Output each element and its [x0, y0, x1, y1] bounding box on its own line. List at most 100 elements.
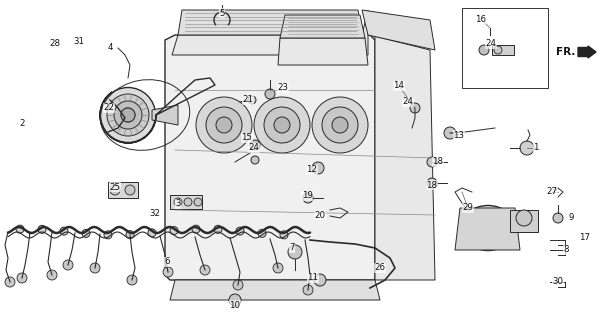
Circle shape: [520, 141, 534, 155]
Circle shape: [314, 274, 326, 286]
Circle shape: [216, 117, 232, 133]
Text: 18: 18: [426, 180, 437, 189]
Circle shape: [121, 108, 135, 122]
Text: 24: 24: [248, 143, 260, 153]
Text: 15: 15: [242, 133, 252, 142]
Text: 10: 10: [230, 300, 240, 309]
Circle shape: [258, 229, 266, 237]
Polygon shape: [370, 35, 435, 280]
Bar: [492, 45, 514, 55]
Circle shape: [47, 270, 57, 280]
Text: 8: 8: [564, 245, 569, 254]
Text: 30: 30: [553, 277, 564, 286]
Text: 9: 9: [568, 213, 574, 222]
Text: 18: 18: [432, 157, 443, 166]
Circle shape: [82, 229, 90, 237]
Bar: [462, 8, 548, 88]
Circle shape: [5, 277, 15, 287]
Circle shape: [444, 127, 456, 139]
Text: 23: 23: [277, 84, 289, 92]
Text: 14: 14: [393, 82, 405, 91]
Text: 4: 4: [108, 43, 113, 52]
Circle shape: [427, 157, 437, 167]
Text: 6: 6: [164, 258, 170, 267]
Circle shape: [60, 227, 68, 235]
Text: 29: 29: [463, 204, 474, 212]
Circle shape: [516, 210, 532, 226]
Text: 24: 24: [486, 39, 496, 49]
Circle shape: [17, 273, 27, 283]
Circle shape: [110, 185, 120, 195]
Ellipse shape: [477, 219, 499, 237]
Text: FR.: FR.: [556, 47, 576, 57]
Circle shape: [16, 225, 24, 233]
Polygon shape: [170, 280, 380, 300]
Text: 25: 25: [109, 182, 121, 191]
Ellipse shape: [114, 101, 142, 129]
Text: 16: 16: [475, 14, 486, 23]
Ellipse shape: [469, 212, 507, 244]
Polygon shape: [455, 208, 520, 250]
Text: 31: 31: [74, 36, 85, 45]
Ellipse shape: [107, 94, 149, 136]
Circle shape: [206, 107, 242, 143]
Circle shape: [303, 193, 313, 203]
Circle shape: [479, 45, 489, 55]
Circle shape: [553, 213, 563, 223]
Text: 7: 7: [289, 244, 295, 252]
Text: 27: 27: [547, 188, 557, 196]
Text: 17: 17: [579, 234, 591, 243]
Circle shape: [248, 96, 256, 104]
Circle shape: [163, 267, 173, 277]
Polygon shape: [165, 35, 375, 280]
Text: 21: 21: [242, 95, 254, 105]
Circle shape: [184, 198, 192, 206]
Circle shape: [104, 231, 112, 239]
Text: 5: 5: [219, 9, 225, 18]
Circle shape: [254, 97, 310, 153]
Text: 32: 32: [150, 209, 161, 218]
Circle shape: [196, 97, 252, 153]
Polygon shape: [278, 38, 368, 65]
Circle shape: [264, 107, 300, 143]
Circle shape: [170, 227, 178, 235]
Polygon shape: [152, 105, 178, 125]
Circle shape: [90, 263, 100, 273]
Circle shape: [274, 117, 290, 133]
Bar: [170, 195, 202, 209]
Circle shape: [332, 117, 348, 133]
Circle shape: [427, 178, 437, 188]
Bar: [108, 182, 138, 198]
Text: 1: 1: [533, 143, 539, 153]
Circle shape: [303, 285, 313, 295]
Circle shape: [194, 198, 202, 206]
Circle shape: [273, 263, 283, 273]
Circle shape: [126, 231, 134, 239]
Circle shape: [410, 103, 420, 113]
Text: 2: 2: [19, 119, 25, 129]
Circle shape: [174, 198, 182, 206]
Text: 22: 22: [103, 103, 115, 113]
Text: 13: 13: [454, 131, 464, 140]
Circle shape: [229, 294, 241, 306]
Circle shape: [127, 275, 137, 285]
Circle shape: [200, 265, 210, 275]
Text: 24: 24: [402, 98, 414, 107]
Ellipse shape: [460, 205, 515, 251]
Ellipse shape: [121, 108, 135, 122]
Text: 3: 3: [175, 199, 181, 209]
FancyArrow shape: [578, 46, 596, 58]
Circle shape: [236, 227, 244, 235]
Circle shape: [63, 260, 73, 270]
Polygon shape: [172, 10, 368, 55]
Circle shape: [250, 140, 260, 150]
Circle shape: [214, 225, 222, 233]
Circle shape: [251, 156, 259, 164]
Circle shape: [280, 231, 288, 239]
Circle shape: [265, 89, 275, 99]
Circle shape: [38, 225, 46, 233]
Circle shape: [192, 225, 200, 233]
Ellipse shape: [100, 87, 155, 142]
Circle shape: [288, 245, 302, 259]
Circle shape: [494, 46, 502, 54]
